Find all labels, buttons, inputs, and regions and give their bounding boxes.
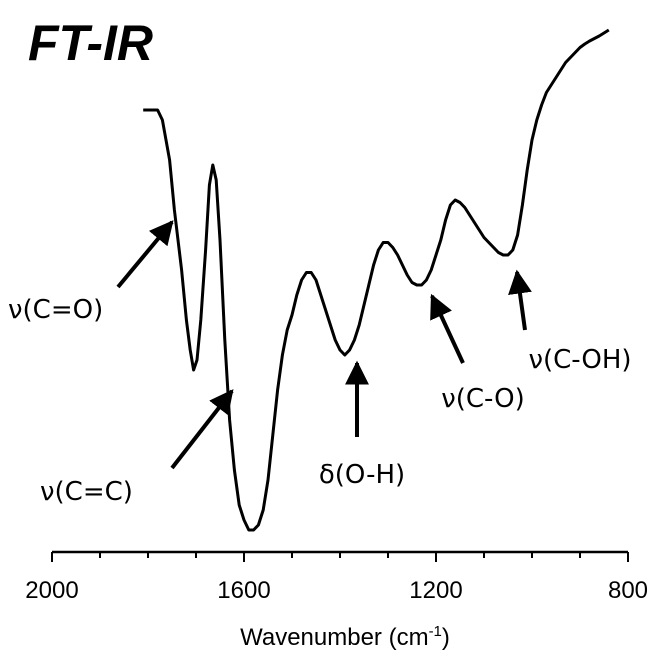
x-tick-label: 2000 bbox=[25, 577, 78, 604]
x-axis-label-close: ) bbox=[442, 624, 450, 651]
annotation-label: ν(C=O) bbox=[8, 295, 103, 325]
annotation-label: δ(O-H) bbox=[319, 460, 405, 490]
annotation-label: ν(C-O) bbox=[441, 384, 525, 414]
annotation-arrow bbox=[116, 220, 174, 289]
x-axis-ticks: 2000 1600 1200 800 bbox=[25, 552, 648, 604]
x-axis-label-main: Wavenumber (cm bbox=[240, 624, 428, 651]
annotation-arrow bbox=[508, 269, 532, 331]
plot-area bbox=[143, 28, 610, 532]
chart-title: FT-IR bbox=[28, 15, 153, 71]
annotation-label: ν(C-OH) bbox=[528, 345, 631, 375]
x-axis-label: Wavenumber (cm-1) bbox=[240, 623, 450, 651]
x-axis-label-superscript: -1 bbox=[429, 623, 442, 640]
x-tick-label: 800 bbox=[608, 577, 648, 604]
spectrum-line bbox=[143, 28, 610, 532]
annotations: ν(C=O) ν(C=C) δ(O-H) ν(C-O)ν(C-OH) bbox=[8, 220, 632, 507]
annotation-label: ν(C=C) bbox=[40, 477, 133, 507]
x-tick-label: 1600 bbox=[217, 577, 270, 604]
annotation-arrow bbox=[430, 293, 465, 364]
annotation-arrow bbox=[170, 389, 234, 470]
x-tick-label: 1200 bbox=[409, 577, 462, 604]
